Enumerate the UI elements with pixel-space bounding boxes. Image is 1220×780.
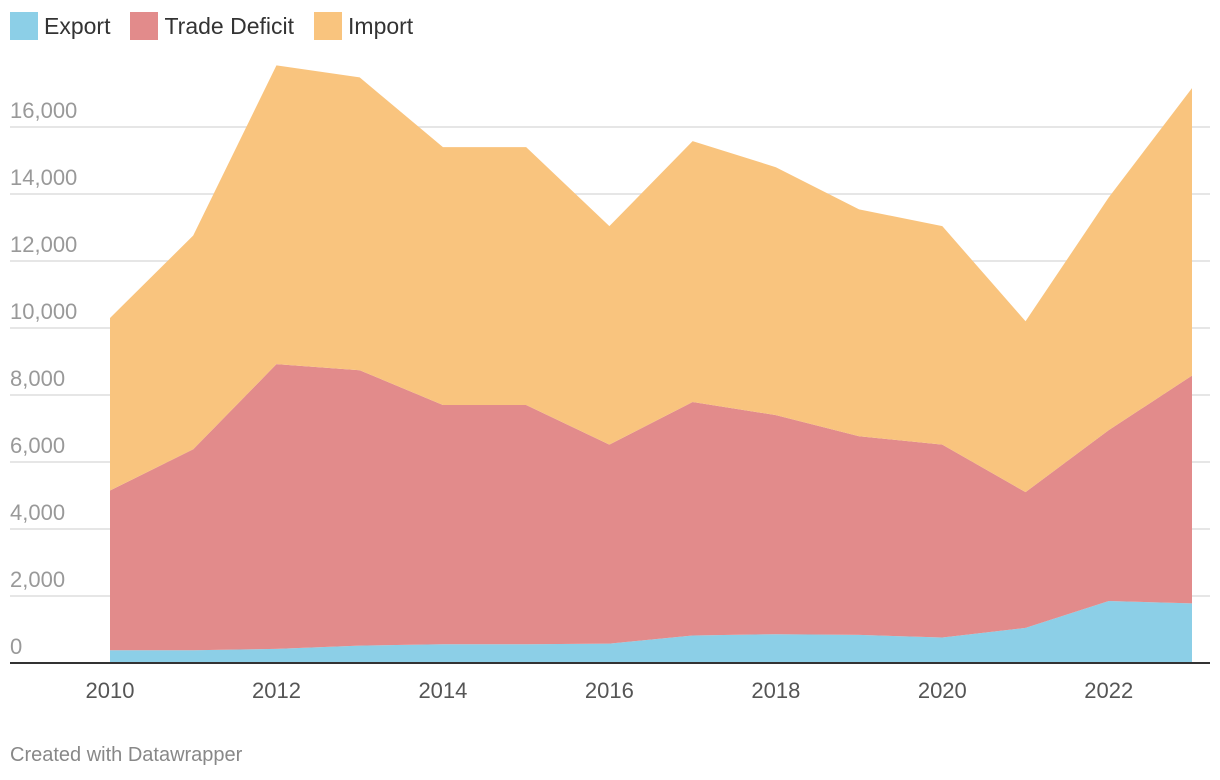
x-tick-labels: 2010 2012 2014 2016 2018 2020 2022 bbox=[86, 678, 1134, 703]
legend-label-trade-deficit: Trade Deficit bbox=[164, 12, 295, 39]
area-series-import bbox=[110, 65, 1192, 493]
x-tick-label: 2014 bbox=[418, 678, 467, 703]
y-tick-labels: 0 2,000 4,000 6,000 8,000 10,000 12,000 14,000 1… bbox=[10, 98, 77, 659]
chart-legend: Export Trade Deficit Import bbox=[10, 10, 433, 42]
x-tick-label: 2012 bbox=[252, 678, 301, 703]
x-tick-label: 2022 bbox=[1084, 678, 1133, 703]
legend-swatch-export bbox=[10, 12, 38, 40]
x-tick-label: 2018 bbox=[751, 678, 800, 703]
area-layer bbox=[110, 65, 1192, 663]
x-tick-label: 2010 bbox=[86, 678, 135, 703]
legend-label-export: Export bbox=[44, 12, 111, 39]
y-tick-label: 14,000 bbox=[10, 165, 77, 190]
area-series-trade-deficit bbox=[110, 364, 1192, 651]
x-tick-label: 2020 bbox=[918, 678, 967, 703]
area-series-export bbox=[110, 601, 1192, 663]
y-tick-label: 2,000 bbox=[10, 567, 65, 592]
y-tick-label: 4,000 bbox=[10, 500, 65, 525]
legend-item-trade-deficit: Trade Deficit bbox=[130, 12, 294, 40]
x-tick-label: 2016 bbox=[585, 678, 634, 703]
stacked-area-chart: 0 2,000 4,000 6,000 8,000 10,000 12,000 14,000 1… bbox=[10, 65, 1210, 703]
legend-swatch-import bbox=[314, 12, 343, 40]
y-tick-label: 0 bbox=[10, 634, 22, 659]
y-tick-label: 8,000 bbox=[10, 366, 65, 391]
y-tick-label: 16,000 bbox=[10, 98, 77, 123]
legend-swatch-trade-deficit bbox=[130, 12, 159, 40]
y-tick-label: 6,000 bbox=[10, 433, 65, 458]
legend-item-export: Export bbox=[10, 12, 110, 40]
legend-label-import: Import bbox=[348, 12, 414, 39]
legend-item-import: Import bbox=[314, 12, 413, 40]
y-tick-label: 10,000 bbox=[10, 299, 77, 324]
y-tick-label: 12,000 bbox=[10, 232, 77, 257]
footer-credit: Created with Datawrapper bbox=[10, 744, 243, 766]
